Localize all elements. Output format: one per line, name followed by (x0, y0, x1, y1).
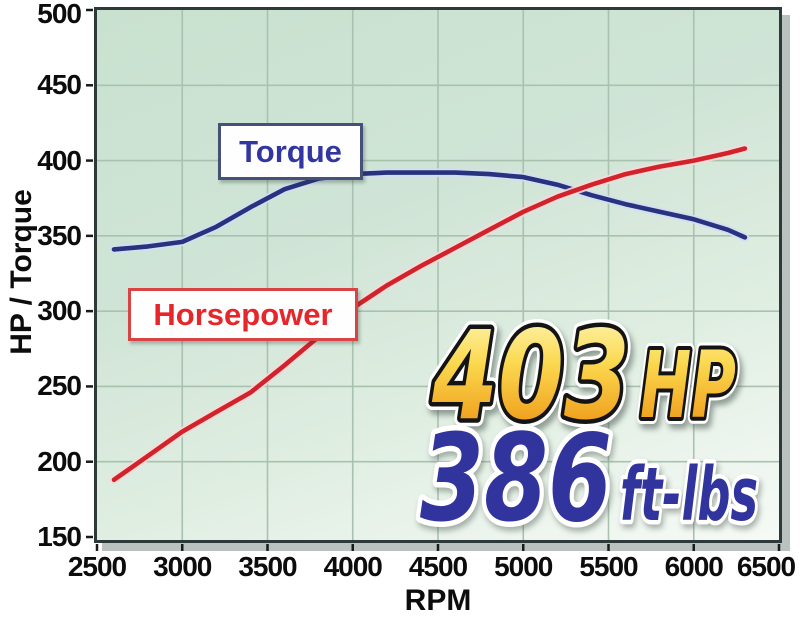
y-axis-title: HP / Torque (5, 189, 38, 355)
x-tick-label: 2500 (67, 551, 127, 582)
torque-curve-label-text: Torque (239, 134, 342, 169)
y-tick-label: 200 (37, 445, 82, 477)
y-tick-label: 400 (37, 144, 82, 176)
x-tick-label: 4000 (323, 551, 383, 582)
x-tick-label: 4500 (408, 551, 468, 582)
y-tick-label: 150 (37, 521, 82, 552)
x-tick-label: 3500 (238, 551, 297, 582)
y-tick-label: 250 (37, 370, 82, 402)
x-tick-label: 5000 (494, 551, 553, 582)
torque-curve-label: Torque (218, 123, 363, 180)
x-tick-label: 6500 (736, 551, 796, 582)
plot-area (94, 7, 782, 543)
horsepower-curve-label-text: Horsepower (153, 297, 333, 332)
x-axis-title: RPM (404, 584, 472, 617)
x-tick-label: 6000 (664, 551, 724, 582)
y-tick-label: 300 (37, 295, 82, 327)
x-tick-label: 5500 (579, 551, 638, 582)
x-tick-label: 3000 (153, 551, 212, 582)
y-tick-label: 350 (37, 219, 82, 251)
horsepower-curve-label: Horsepower (128, 288, 358, 341)
y-tick-label: 500 (37, 0, 82, 29)
y-tick-label: 450 (37, 69, 82, 101)
